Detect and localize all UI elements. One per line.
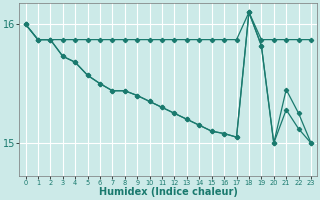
X-axis label: Humidex (Indice chaleur): Humidex (Indice chaleur) <box>99 187 238 197</box>
